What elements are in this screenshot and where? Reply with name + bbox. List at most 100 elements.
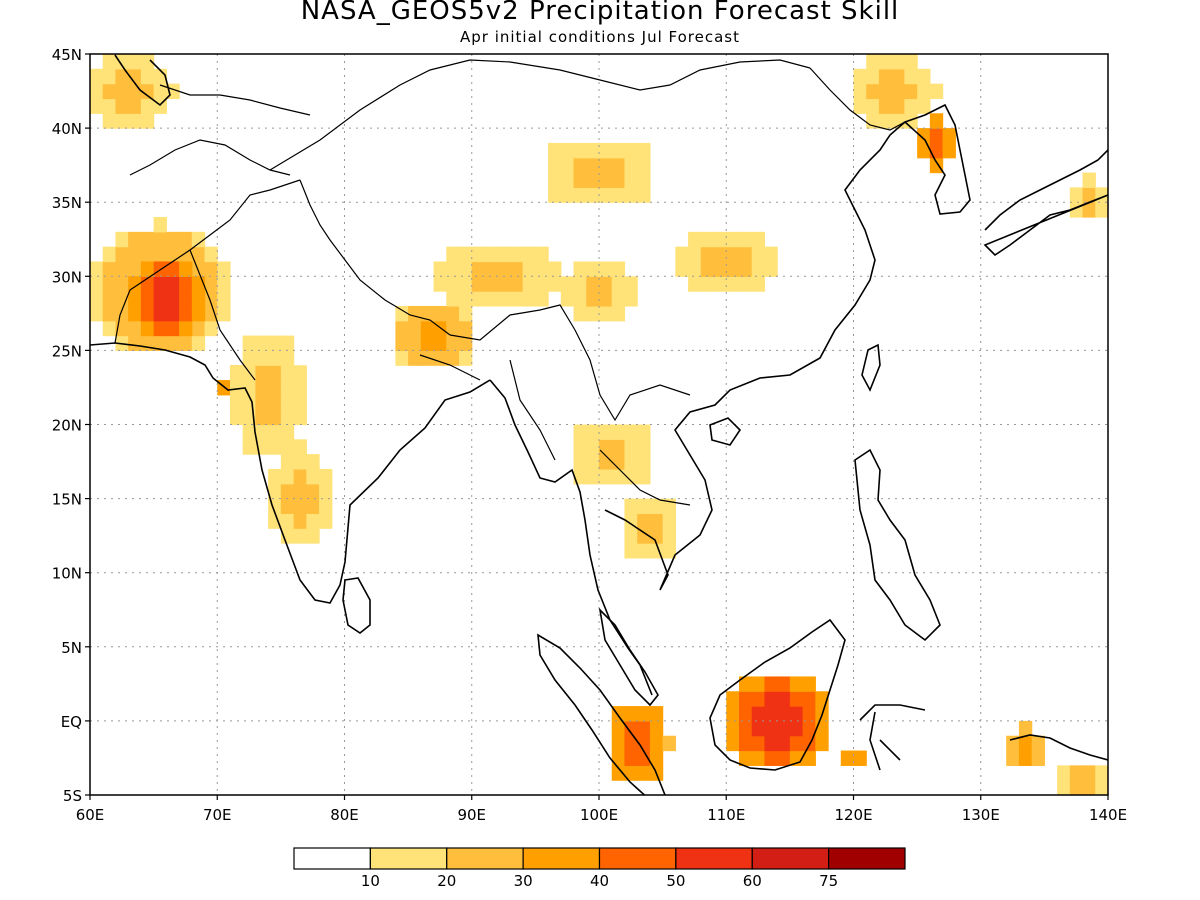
colorbar-label: 20 [437, 872, 456, 890]
skill-cell [242, 439, 257, 455]
skill-cell [509, 246, 524, 263]
skill-cell [700, 246, 715, 263]
skill-cell [624, 543, 638, 559]
gridlines [90, 54, 1108, 795]
skill-shading-layer [90, 54, 1108, 795]
x-axis-ticks: 60E 70E 80E 90E 100E 110E 120E 130E 140E [76, 795, 1127, 824]
skill-cell [777, 750, 791, 766]
skill-cell [624, 765, 638, 781]
skill-cell [560, 157, 575, 174]
skill-cell [802, 750, 816, 766]
skill-cell [878, 113, 893, 129]
skill-cell [586, 424, 600, 440]
skill-cell [789, 706, 804, 722]
skill-cell [471, 276, 486, 292]
coastline-hainan [709, 417, 742, 446]
skill-cell [573, 468, 587, 485]
skill-cell [140, 305, 155, 322]
skill-cell [637, 172, 651, 188]
skill-cell [179, 335, 193, 351]
skill-cell [268, 424, 282, 440]
skill-cell [624, 276, 638, 292]
skill-cell [802, 720, 816, 737]
skill-cell [637, 765, 651, 781]
skill-cell [611, 291, 626, 307]
skill-cell [140, 231, 155, 248]
skill-cell [128, 320, 142, 337]
skill-cell [280, 483, 295, 500]
skill-cell [115, 276, 129, 292]
skill-cell [726, 261, 740, 277]
skill-cell [675, 261, 689, 277]
skill-cell [140, 320, 155, 337]
skill-cell [1082, 187, 1096, 203]
skill-cell [306, 454, 320, 470]
skill-cell [624, 750, 638, 766]
skill-cell [1069, 187, 1084, 203]
skill-cell [1018, 750, 1033, 766]
skill-cell [217, 291, 231, 307]
skill-cell [929, 113, 944, 129]
skill-cell [446, 350, 460, 366]
skill-cell [128, 83, 142, 100]
colorbar-swatch [369, 847, 448, 870]
colorbar-label: 60 [743, 872, 762, 890]
skill-cell [688, 246, 702, 263]
skill-cell [878, 68, 893, 85]
skill-cell [140, 291, 155, 307]
x-tick-label: 110E [707, 806, 745, 824]
x-tick-label: 130E [962, 806, 1000, 824]
coastline-arabian-india [90, 342, 491, 604]
skill-cell [586, 439, 600, 455]
skill-cell [586, 468, 600, 485]
skill-cell [802, 691, 816, 707]
skill-cell [1006, 750, 1020, 766]
skill-cell [102, 246, 117, 263]
skill-cell [599, 468, 613, 485]
skill-cell [789, 676, 804, 692]
skill-cell [166, 320, 180, 337]
skill-cell [459, 276, 473, 292]
skill-cell [573, 261, 587, 277]
skill-cell [179, 276, 193, 292]
skill-cell [649, 706, 664, 722]
skill-cell [535, 246, 549, 263]
skill-cell [891, 113, 905, 129]
skill-cell [459, 320, 473, 337]
skill-cell [853, 98, 867, 114]
skill-cell [738, 691, 753, 707]
skill-cell [751, 276, 766, 292]
skill-cell [140, 98, 155, 114]
skill-cell [191, 261, 206, 277]
skill-cell [1057, 780, 1071, 795]
skill-cell [548, 261, 562, 277]
skill-cell [815, 735, 829, 752]
skill-cell [395, 305, 409, 322]
skill-cell [942, 128, 956, 144]
skill-cell [599, 157, 613, 174]
chart-title: NASA_GEOS5v2 Precipitation Forecast Skil… [300, 0, 900, 26]
skill-cell [255, 409, 269, 426]
skill-cell [280, 513, 295, 529]
skill-cell [586, 454, 600, 470]
skill-cell [166, 291, 180, 307]
skill-cell [395, 335, 409, 351]
skill-cell [522, 291, 536, 307]
skill-cell [280, 424, 295, 440]
skill-cell [280, 365, 295, 381]
skill-cell [599, 261, 613, 277]
skill-cell [433, 261, 447, 277]
skill-cell [535, 276, 549, 292]
skill-cell [738, 676, 753, 692]
skill-cell [319, 498, 333, 515]
skill-cell [560, 142, 575, 159]
skill-cell [242, 350, 257, 366]
skill-cell [191, 231, 206, 248]
skill-cell [497, 291, 511, 307]
skill-cell [560, 172, 575, 188]
coastlines [90, 54, 1108, 795]
skill-cell [535, 291, 549, 307]
y-tick-label: EQ [61, 713, 82, 731]
skill-cell [153, 320, 167, 337]
skill-cell [217, 261, 231, 277]
